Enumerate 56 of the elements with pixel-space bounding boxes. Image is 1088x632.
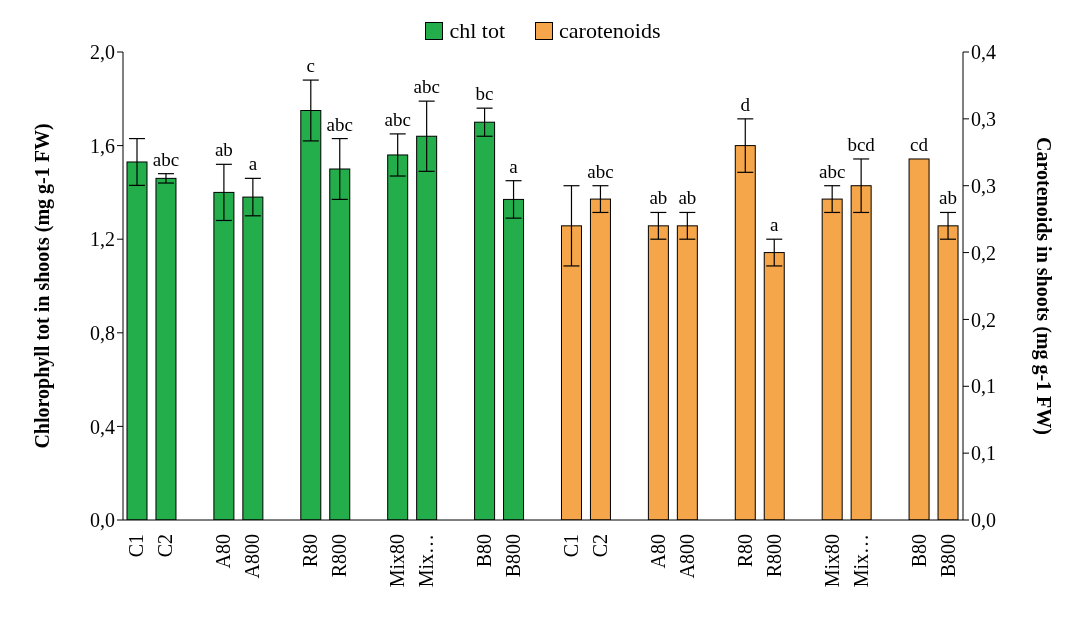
legend-label: carotenoids [558, 18, 661, 44]
x-tick-label: Mix80 [820, 534, 843, 588]
y-tick-label: 2,0 [90, 41, 115, 64]
x-tick-label: A80 [646, 534, 669, 569]
data-label: a [770, 214, 780, 236]
x-tick-label: B800 [502, 534, 525, 578]
data-label: bcd [847, 133, 876, 155]
y2-axis-title: Carotenoids in shoots (mg g-1 FW) [1032, 137, 1055, 435]
x-tick-label: Mix80 [386, 534, 409, 588]
data-label: ab [939, 187, 957, 209]
y2-tick-label: 0,0 [971, 509, 996, 532]
x-tick-label: R800 [762, 534, 785, 578]
x-tick-label: A800 [241, 534, 264, 579]
x-tick-label: B80 [473, 534, 496, 568]
x-tick-label: C1 [559, 534, 582, 558]
data-label: abc [587, 160, 614, 182]
y-tick-label: 0,4 [90, 415, 115, 438]
y-tick-label: 1,6 [90, 134, 115, 157]
data-label: bc [475, 83, 494, 105]
x-tick-label: R80 [733, 534, 756, 568]
x-tick-label: R800 [328, 534, 351, 578]
data-label: ab [678, 187, 697, 209]
y2-tick-label: 0,4 [971, 41, 996, 64]
data-label: a [248, 153, 258, 175]
y2-tick-label: 0,3 [971, 107, 996, 130]
y2-tick-label: 0,2 [971, 241, 996, 264]
y2-tick-label: 0,3 [971, 174, 996, 197]
y-tick-label: 0,8 [90, 321, 115, 344]
y2-tick-label: 0,1 [971, 375, 996, 398]
data-label: abc [384, 108, 411, 130]
x-tick-label: R80 [299, 534, 322, 568]
data-label: d [740, 93, 751, 115]
x-tick-label: C2 [154, 534, 177, 558]
y2-tick-label: 0,2 [971, 308, 996, 331]
data-label: ab [214, 139, 233, 161]
x-tick-label: A80 [212, 534, 235, 569]
data-label: c [306, 55, 316, 77]
y-tick-label: 1,2 [90, 228, 115, 251]
data-label: abc [152, 148, 180, 170]
x-tick-label: C2 [588, 534, 611, 558]
x-tick-label: B800 [936, 534, 959, 578]
data-label: cd [910, 133, 929, 155]
legend-label: chl tot [448, 18, 506, 44]
y2-tick-label: 0,1 [971, 442, 996, 465]
x-tick-label: B80 [907, 534, 930, 568]
y-axis-title: Chlorophyll tot in shoots (mg g-1 FW) [31, 123, 54, 449]
y-tick-label: 0,0 [90, 509, 115, 532]
x-tick-label: Mix… [849, 534, 872, 588]
data-label: abc [818, 160, 846, 182]
x-tick-label: A800 [675, 534, 698, 579]
x-tick-label: C1 [125, 534, 148, 558]
x-tick-label: Mix… [415, 534, 438, 588]
data-label: abc [326, 113, 353, 135]
data-label: abc [413, 76, 440, 98]
data-label: ab [649, 187, 668, 209]
data-label: a [509, 155, 519, 177]
